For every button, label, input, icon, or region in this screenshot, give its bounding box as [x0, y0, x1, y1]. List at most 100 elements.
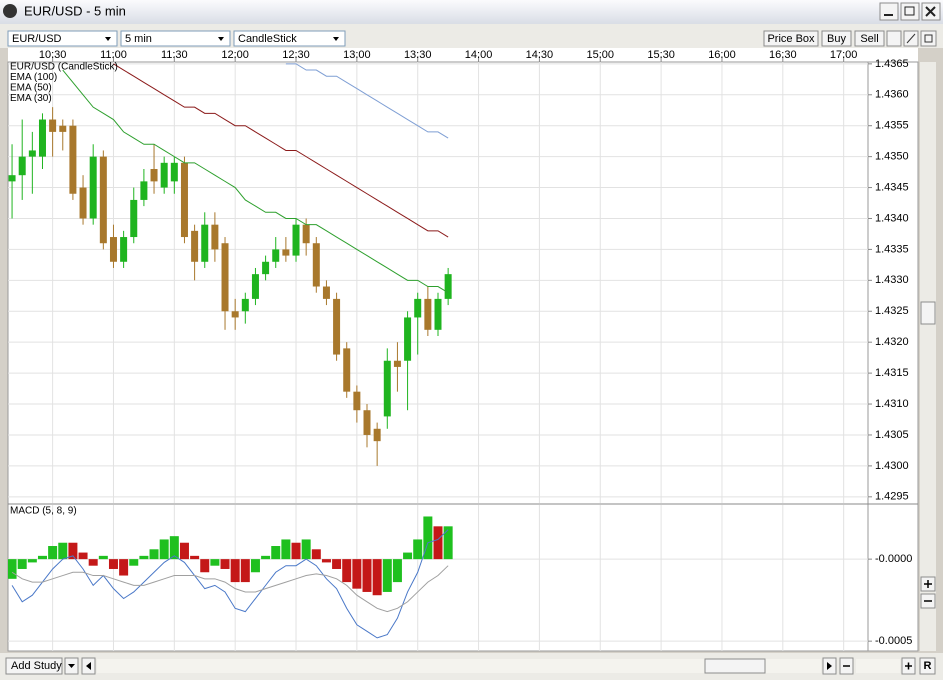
candle-body: [424, 298, 432, 330]
histogram-bar: [119, 559, 129, 576]
v-scrollbar[interactable]: [920, 62, 936, 651]
line-series: [11, 565, 449, 613]
histogram-bar: [291, 542, 301, 560]
y-tick-label: 1.4335: [875, 243, 909, 255]
reset-label: R: [924, 660, 932, 672]
y-tick-label: 1.4325: [875, 305, 909, 317]
toolbar-button[interactable]: [854, 30, 885, 47]
candle-body: [89, 156, 97, 219]
histogram-bar: [261, 555, 271, 560]
candle-body: [160, 162, 168, 188]
histogram-bar: [281, 539, 291, 560]
candle-body: [79, 187, 87, 219]
interval-select[interactable]: [120, 30, 231, 47]
x-tick-label: 14:00: [465, 49, 493, 61]
line-series: [11, 529, 449, 639]
candle-body: [302, 224, 310, 244]
y-tick-label: 1.4345: [875, 181, 909, 193]
panel-title: MACD (5, 8, 9): [10, 506, 77, 517]
candle-body: [99, 156, 107, 244]
candle-body: [59, 125, 67, 132]
candle-body: [262, 261, 270, 275]
symbol-select[interactable]: [7, 30, 118, 47]
histogram-bar: [78, 552, 88, 560]
macd-panel: [8, 505, 868, 651]
candle-body: [69, 125, 77, 194]
x-tick-label: 12:30: [282, 49, 310, 61]
y-tick-label: 1.4355: [875, 120, 909, 132]
minimize-button[interactable]: [879, 2, 899, 21]
candle-body: [272, 249, 280, 262]
dropdown-arrow: [333, 37, 339, 41]
candle-body: [343, 348, 351, 392]
title-bar: [0, 0, 943, 24]
x-tick-label: 15:30: [647, 49, 675, 61]
candle-body: [18, 156, 26, 176]
style-value: CandleStick: [238, 33, 297, 45]
x-tick-label: 14:30: [526, 49, 554, 61]
plus-icon: [924, 580, 932, 588]
histogram-bar: [48, 546, 58, 560]
histogram-bar: [8, 559, 17, 579]
x-tick-label: 13:30: [404, 49, 432, 61]
zoom-track[interactable]: [856, 659, 900, 673]
add-study-button[interactable]: [5, 657, 63, 675]
v-scroll-thumb[interactable]: [920, 301, 936, 325]
y-tick-label: 1.4340: [875, 212, 909, 224]
histogram-bar: [382, 559, 392, 592]
candle-body: [231, 311, 239, 318]
histogram-bar: [108, 559, 118, 569]
style-select[interactable]: [233, 30, 346, 47]
histogram-bar: [433, 526, 443, 560]
candle-body: [140, 181, 148, 200]
tool-button[interactable]: [920, 30, 937, 47]
h-scroll-track[interactable]: [97, 659, 821, 673]
y-tick-label: 1.4310: [875, 398, 909, 410]
x-tick-label: 10:30: [39, 49, 67, 61]
candle-body: [373, 428, 381, 442]
h-scroll-thumb[interactable]: [704, 658, 766, 674]
x-tick-label: 11:30: [161, 49, 188, 61]
x-tick-label: 12:00: [221, 49, 249, 61]
toolbar-button[interactable]: [763, 30, 819, 47]
candle-body: [130, 199, 138, 238]
candle-body: [434, 298, 442, 330]
candle-body: [282, 249, 290, 256]
histogram-bar: [352, 559, 362, 589]
y-tick-label: 1.4315: [875, 367, 909, 379]
line-series: [62, 69, 449, 294]
reset-button[interactable]: [919, 657, 936, 675]
histogram-bar: [392, 559, 402, 583]
toolbar-button-label: Price Box: [767, 33, 815, 45]
histogram-bar: [240, 559, 250, 583]
histogram-bar: [210, 559, 220, 566]
histogram-bar: [332, 559, 342, 569]
line-series: [285, 63, 449, 139]
histogram-bar: [443, 526, 453, 560]
tool-button[interactable]: [886, 30, 902, 47]
histogram-bar: [17, 559, 27, 569]
candle-body: [333, 298, 341, 355]
candle-body: [322, 286, 330, 299]
y-tick-label: -0.0005: [875, 635, 912, 647]
histogram-bar: [129, 559, 139, 566]
histogram-bar: [220, 559, 230, 569]
window-buttons[interactable]: [879, 2, 941, 21]
candle-body: [353, 391, 361, 411]
candle-body: [28, 150, 36, 157]
toolbar-button[interactable]: [821, 30, 852, 47]
histogram-bar: [311, 549, 321, 560]
candle-body: [251, 274, 259, 299]
histogram-bar: [169, 536, 179, 560]
histogram-bar: [190, 555, 200, 560]
histogram-bar: [362, 559, 372, 592]
x-tick-label: 16:00: [708, 49, 736, 61]
histogram-bar: [271, 546, 281, 560]
histogram-bar: [159, 539, 169, 560]
maximize-button[interactable]: [900, 2, 920, 21]
candle-body: [363, 410, 371, 435]
x-tick-label: 11:00: [100, 49, 127, 61]
candle-body: [241, 298, 249, 312]
